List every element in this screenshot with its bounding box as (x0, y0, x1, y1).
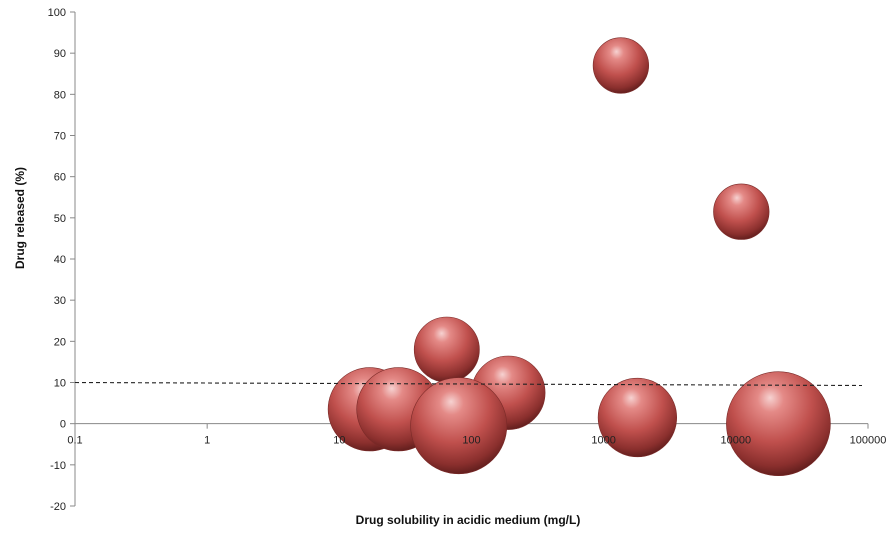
y-tick-label: 70 (54, 131, 66, 143)
axis-labels: -20 -10 0 10 20 30 40 50 60 70 80 90 100 0.1 1 10 100 100… (48, 7, 887, 513)
y-tick-label: 0 (60, 419, 66, 431)
reference-line (74, 381, 863, 387)
bubble (592, 37, 650, 94)
bubble (726, 371, 831, 477)
y-tick-label: 100 (48, 7, 66, 19)
y-tick-label: 90 (54, 48, 66, 60)
y-axis-title: Drug released (%) (13, 167, 27, 269)
x-tick-label: 10 (333, 435, 345, 447)
bubble-series (327, 37, 831, 477)
y-tick-label: 80 (54, 89, 66, 101)
y-tick-label: -10 (50, 460, 66, 472)
reference-line-layer (74, 381, 863, 387)
y-tick-label: -20 (50, 501, 66, 513)
x-tick-label: 1 (204, 435, 210, 447)
y-tick-label: 40 (54, 254, 66, 266)
bubble (410, 377, 508, 475)
bubble-circle (592, 37, 650, 94)
x-tick-label: 10000 (721, 435, 752, 447)
x-tick-label: 1000 (591, 435, 615, 447)
x-tick-label: 100000 (850, 435, 887, 447)
y-tick-label: 30 (54, 295, 66, 307)
bubble-circle (726, 371, 831, 477)
y-tick-label: 20 (54, 336, 66, 348)
bubble-circle (413, 316, 480, 383)
y-tick-label: 10 (54, 378, 66, 390)
y-tick-label: 60 (54, 172, 66, 184)
x-tick-label: 100 (462, 435, 480, 447)
bubble-circle (410, 377, 508, 475)
bubble (413, 316, 480, 383)
bubble-circle (597, 377, 678, 458)
x-tick-label: 0.1 (67, 435, 82, 447)
bubble (597, 377, 678, 458)
bubble-circle (713, 183, 770, 240)
x-axis-title: Drug solubility in acidic medium (mg/L) (356, 513, 581, 527)
y-tick-label: 50 (54, 213, 66, 225)
bubble (713, 183, 770, 240)
